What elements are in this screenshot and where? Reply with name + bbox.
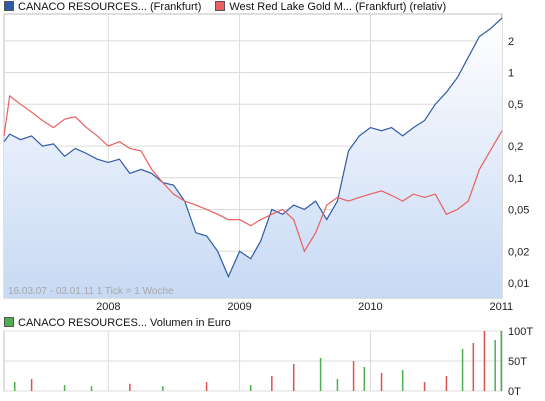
volume-legend-item-label: CANACO RESOURCES... Volumen in Euro [18, 317, 231, 329]
y-tick-label: 0,02 [508, 246, 529, 258]
y-tick-label: 0,01 [508, 278, 529, 290]
y-tick-label: 2 [508, 36, 514, 48]
legend-item-1: CANACO RESOURCES... (Frankfurt) [4, 1, 201, 13]
volume-y-tick-label: 50T [508, 356, 527, 368]
series-1-line [3, 17, 503, 279]
price-legend: CANACO RESOURCES... (Frankfurt) West Red … [4, 1, 460, 13]
volume-legend-item-1: CANACO RESOURCES... Volumen in Euro [4, 317, 231, 329]
series-1-area [4, 18, 502, 298]
volume-legend-item-swatch [4, 317, 14, 327]
series-2-line [3, 94, 503, 253]
volume-legend: CANACO RESOURCES... Volumen in Euro [4, 317, 245, 329]
x-tick-label: 2008 [96, 301, 120, 313]
y-tick-label: 0,5 [508, 99, 523, 111]
legend-item-label: West Red Lake Gold M... (Frankfurt) (rel… [229, 1, 447, 13]
x-tick-label: 2011 [489, 301, 513, 313]
legend-item-2: West Red Lake Gold M... (Frankfurt) (rel… [215, 1, 446, 13]
x-tick-label: 2009 [227, 301, 251, 313]
date-range-caption: 16.03.07 - 03.01.11 1 Tick = 1 Woche [8, 286, 174, 297]
legend-item-swatch [4, 1, 14, 11]
legend-item-label: CANACO RESOURCES... (Frankfurt) [18, 1, 202, 13]
x-tick-label: 2010 [358, 301, 382, 313]
y-tick-label: 0,05 [508, 204, 529, 216]
y-tick-label: 0,2 [508, 141, 523, 153]
y-tick-label: 1 [508, 68, 514, 80]
y-tick-label: 0,1 [508, 173, 523, 185]
legend-item-swatch [215, 1, 226, 11]
volume-y-tick-label: 100T [508, 326, 533, 338]
volume-y-tick-label: 0T [508, 386, 521, 398]
